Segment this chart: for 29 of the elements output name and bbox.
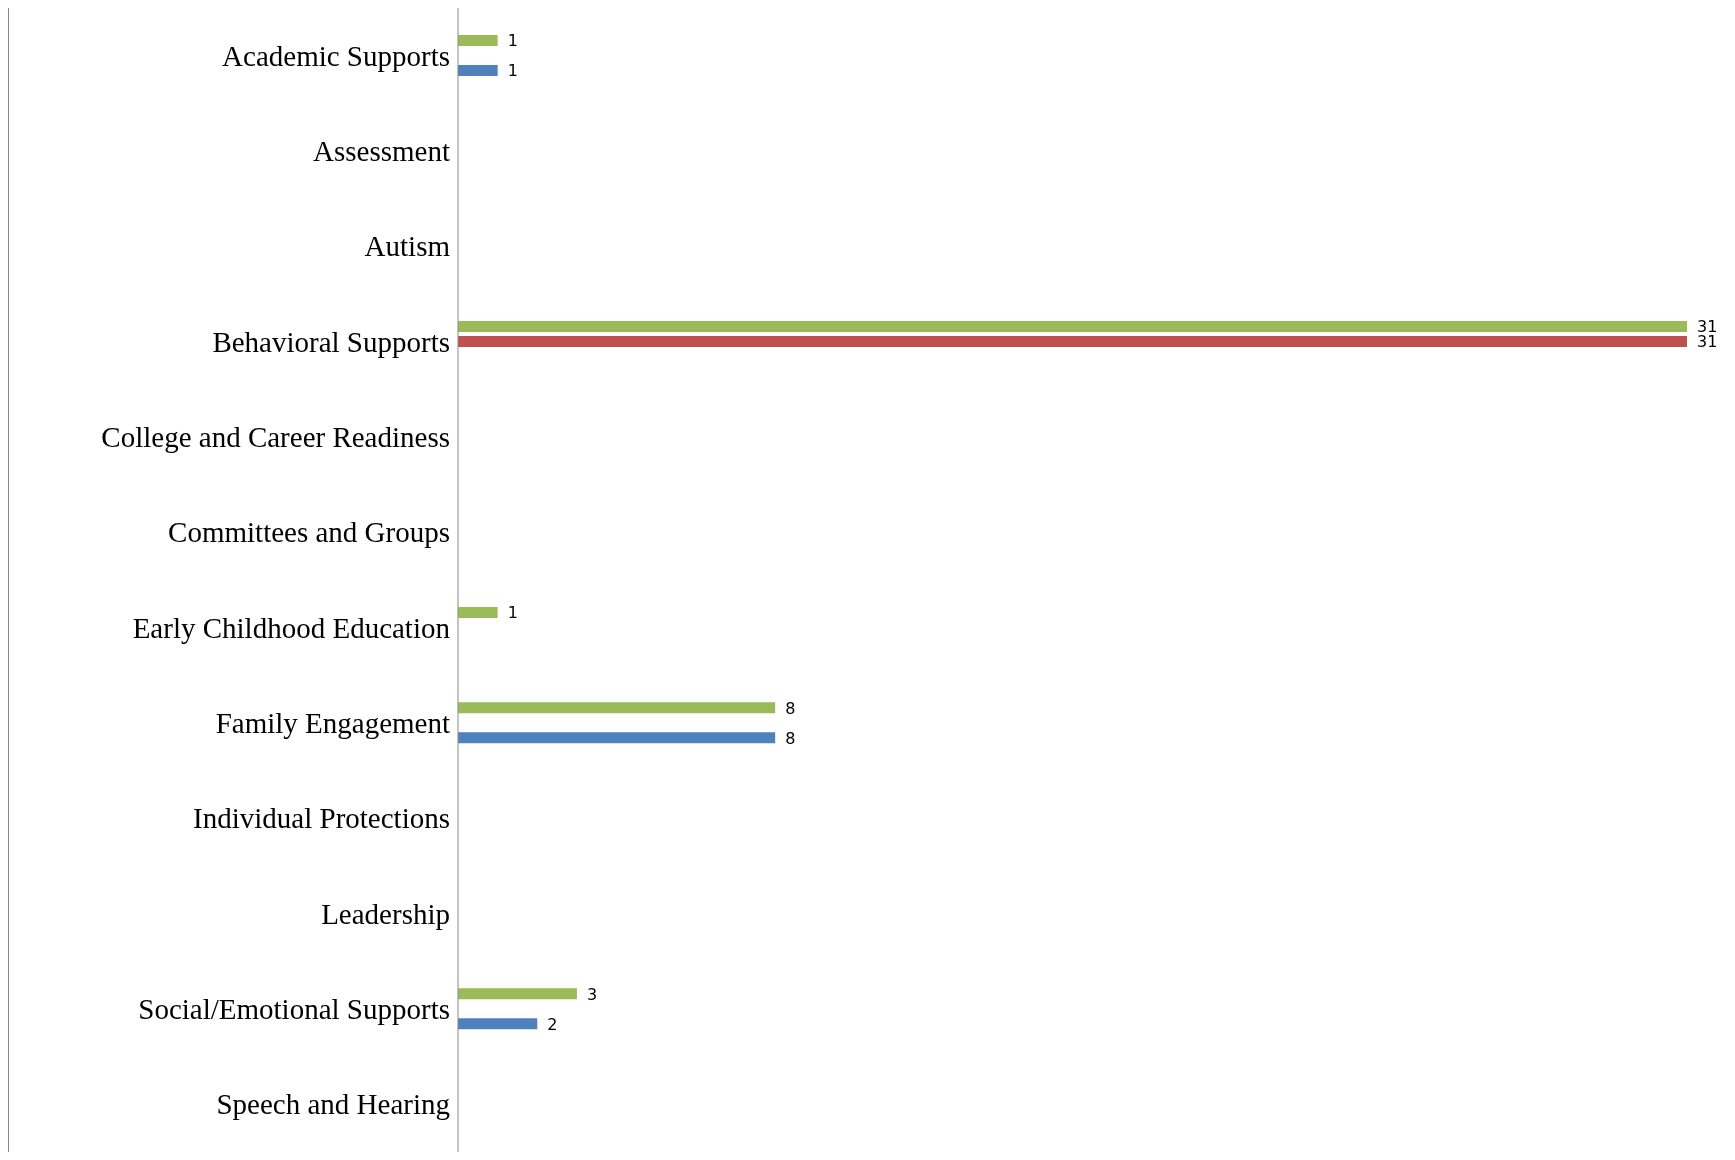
data-label: 8 xyxy=(785,698,796,718)
bar xyxy=(458,988,577,1000)
data-label: 31 xyxy=(1697,332,1718,352)
y-tick-label: College and Career Readiness xyxy=(101,421,450,453)
y-tick-label: Family Engagement xyxy=(215,707,450,739)
y-tick-label: Assessment xyxy=(313,135,450,167)
data-label: 1 xyxy=(507,31,518,51)
bar xyxy=(458,607,498,618)
bar xyxy=(458,336,1687,347)
bar xyxy=(458,1018,538,1030)
y-tick-label: Leadership xyxy=(321,897,450,930)
data-label: 1 xyxy=(507,603,518,623)
bar xyxy=(458,732,776,744)
data-label: 2 xyxy=(547,1014,558,1034)
bar xyxy=(458,35,498,46)
data-label: 3 xyxy=(586,984,598,1004)
y-tick-label: Speech and Hearing xyxy=(216,1088,450,1121)
data-label: 8 xyxy=(785,728,796,748)
y-tick-label: Academic Supports xyxy=(222,39,450,72)
y-tick-label: Individual Protections xyxy=(193,802,450,835)
data-label: 1 xyxy=(507,61,518,81)
bar xyxy=(458,702,776,714)
y-tick-label: Behavioral Supports xyxy=(212,325,450,358)
bar xyxy=(458,65,498,76)
y-tick-label: Social/Emotional Supports xyxy=(138,993,450,1025)
y-tick-label: Autism xyxy=(364,230,451,263)
bar xyxy=(458,321,1687,332)
y-tick-label: Early Childhood Education xyxy=(132,611,451,644)
y-tick-label: Committees and Groups xyxy=(168,516,450,549)
